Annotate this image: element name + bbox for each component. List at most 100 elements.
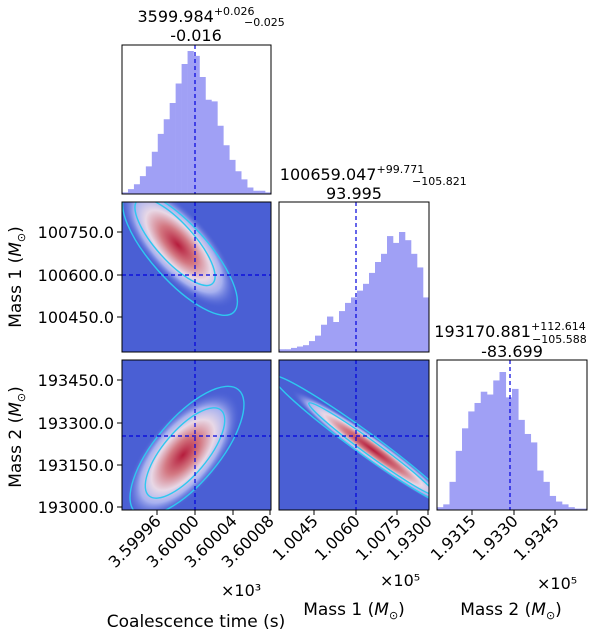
- histogram-bar: [462, 428, 469, 510]
- histogram-bar: [487, 394, 494, 510]
- density-fill: [122, 202, 237, 309]
- histogram-bar: [562, 504, 569, 510]
- density-fill: [291, 390, 429, 510]
- density-fill: [125, 390, 241, 510]
- histogram-bar: [443, 504, 450, 510]
- histogram-bar: [369, 272, 376, 352]
- contour-outer: [122, 202, 239, 317]
- histogram-bar: [235, 171, 242, 194]
- histogram-bar: [285, 349, 292, 352]
- title-sub-coalescence-time: −0.025: [244, 16, 285, 29]
- histogram-bar: [211, 101, 218, 195]
- x-axis-mass-2: 1.9315 1.9330 1.9345 ×10⁵ Mass 2 (M⊙): [427, 510, 577, 622]
- histogram-coalescence-time: [122, 51, 272, 195]
- title-sub-mass-2: −105.588: [532, 333, 587, 346]
- histogram-bar: [217, 125, 224, 194]
- x-axis-label-coalescence-time: Coalescence time (s): [107, 612, 285, 632]
- histogram-bar: [253, 190, 260, 194]
- y-tick-label: 193450.0: [38, 371, 114, 390]
- histogram-bar: [555, 501, 563, 510]
- histogram-bar: [474, 402, 482, 510]
- y-axis-mass-1: 100750.0 100600.0 100450.0 Mass 1 (M⊙): [6, 223, 122, 328]
- histogram-bar: [549, 495, 557, 510]
- histogram-bar: [357, 290, 364, 352]
- histogram-bar: [543, 481, 550, 510]
- histogram-bar: [205, 99, 212, 194]
- histogram-bar: [499, 372, 507, 510]
- histogram-bar: [449, 481, 457, 510]
- histogram-bar: [315, 335, 322, 352]
- histogram-bar: [455, 450, 463, 510]
- marginal-coalescence-time: 3599.984+0.026 −0.025 -0.016: [121, 5, 285, 195]
- histogram-bar: [363, 283, 370, 352]
- y-axis-mass-2: 193450.0 193300.0 193150.0 193000.0 Mass…: [6, 371, 122, 517]
- histogram-bar: [399, 232, 406, 352]
- histogram-bar: [175, 83, 182, 194]
- histogram-bar: [417, 267, 424, 352]
- y-tick-label: 100750.0: [38, 223, 114, 242]
- histogram-bar: [351, 297, 358, 352]
- title-sub-mass-1: −105.821: [412, 175, 467, 188]
- histogram-bar: [493, 380, 500, 510]
- histogram-bar: [259, 190, 266, 194]
- y-axis-label-mass-1: Mass 1 (M⊙): [6, 226, 28, 328]
- histogram-bar: [437, 507, 444, 510]
- histogram-bar: [505, 397, 513, 510]
- histogram-bar: [405, 240, 412, 352]
- histogram-bar: [309, 341, 316, 352]
- histogram-bar: [423, 297, 430, 352]
- y-tick-label: 193150.0: [38, 456, 114, 475]
- histogram-bar: [157, 133, 165, 195]
- x-axis-mass-1: 1.0045 1.0060 1.0075 1.9300 ×10⁵ Mass 1 …: [269, 510, 436, 622]
- histogram-bar: [537, 470, 544, 510]
- histogram-bar: [518, 419, 525, 510]
- contour-inner: [144, 407, 226, 499]
- y-tick-label: 193300.0: [38, 414, 114, 433]
- histogram-bar: [241, 179, 248, 195]
- histogram-bar: [327, 316, 334, 352]
- histogram-bar: [393, 242, 400, 352]
- contour-inner: [308, 402, 429, 496]
- histogram-bar: [580, 508, 588, 510]
- title-line2-mass-1: 93.995: [326, 184, 382, 203]
- histogram-bar: [297, 346, 304, 352]
- histogram-bar: [223, 145, 230, 194]
- marginal-mass-1: 100659.047+99.771 −105.821 93.995: [278, 163, 467, 353]
- x-multiplier: ×10⁵: [537, 574, 577, 593]
- histogram-bar: [381, 253, 388, 352]
- histogram-bar: [139, 176, 147, 195]
- histogram-bar: [265, 192, 272, 195]
- histogram-bar: [199, 77, 206, 194]
- y-tick-label: 100600.0: [38, 266, 114, 285]
- histogram-bar: [169, 103, 176, 194]
- x-tick-label: 1.9330: [469, 511, 522, 564]
- marginal-mass-2: 193170.881+112.614 −105.588 -83.699: [434, 320, 588, 511]
- title-mass-2: 193170.881+112.614: [434, 320, 585, 341]
- histogram-bar: [530, 442, 538, 510]
- contour-outer: [279, 375, 429, 507]
- y-tick-label: 193000.0: [38, 498, 114, 517]
- histogram-bar: [122, 192, 129, 195]
- histogram-bar: [291, 347, 298, 352]
- histogram-bar: [163, 119, 170, 194]
- x-multiplier: ×10³: [221, 581, 261, 600]
- contour-inner: [134, 202, 216, 287]
- x-tick-label: 1.0045: [269, 511, 322, 564]
- histogram-bar: [524, 433, 532, 510]
- histogram-bar: [568, 507, 575, 510]
- histogram-bar: [247, 187, 254, 194]
- x-axis-coalescence-time: 3.59996 3.60000 3.60004 3.60008 ×10³ Coa…: [105, 510, 285, 632]
- histogram-bar: [333, 322, 340, 352]
- histogram-bar: [133, 184, 141, 194]
- contour-outer: [129, 385, 245, 510]
- histogram-bar: [345, 302, 352, 352]
- histogram-bar: [181, 64, 188, 194]
- histogram-bar: [468, 411, 475, 510]
- histogram-bar: [303, 345, 310, 352]
- histogram-bar: [151, 151, 159, 194]
- density-coalescence-time-vs-mass-2: [121, 359, 272, 511]
- title-line2-coalescence-time: -0.016: [170, 26, 222, 45]
- histogram-bar: [127, 189, 135, 195]
- y-axis-label-mass-2: Mass 2 (M⊙): [6, 386, 28, 488]
